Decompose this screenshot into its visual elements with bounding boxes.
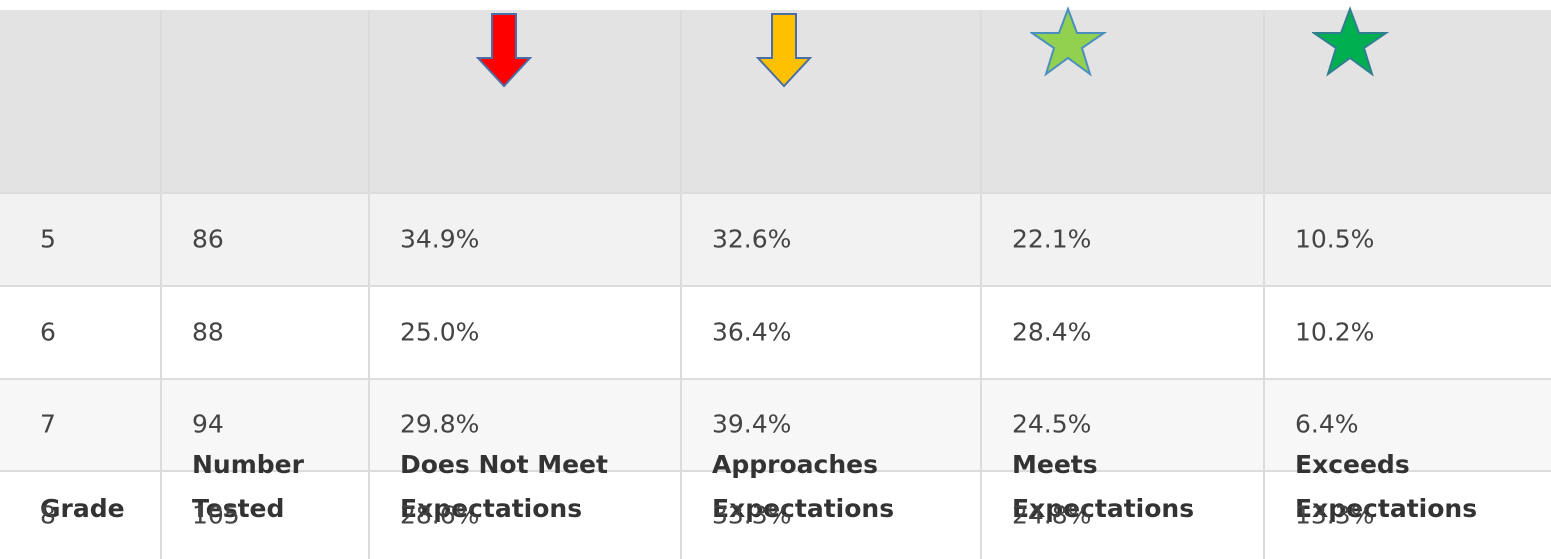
table-cell: 24.5%: [1012, 409, 1092, 439]
table-row: [0, 470, 1551, 559]
table-cell: 29.8%: [400, 409, 480, 439]
table-cell: 32.6%: [712, 224, 792, 253]
table-cell: 34.9%: [400, 224, 480, 253]
table-cell: 88: [192, 317, 224, 346]
light-green-star: [1030, 6, 1108, 77]
column-divider: [980, 10, 982, 559]
table-cell: 10.2%: [1295, 317, 1375, 346]
table-row: [0, 285, 1551, 378]
table-cell: 25.0%: [400, 317, 480, 346]
table-cell: 94: [192, 409, 224, 439]
header-cell: Does Not Meet Expectations: [400, 450, 608, 523]
red-arrow: [476, 13, 533, 88]
column-divider: [1263, 10, 1265, 559]
table-cell: 105: [192, 500, 240, 529]
table-cell: 86: [192, 224, 224, 253]
table-cell: 8: [40, 500, 56, 529]
table-row: [0, 192, 1551, 285]
table-cell: 39.4%: [712, 409, 792, 439]
header-cell: Grade: [40, 494, 125, 523]
dark-green-star: [1312, 6, 1390, 77]
orange-arrow: [756, 13, 813, 88]
table-cell: 5: [40, 224, 56, 253]
column-divider: [680, 10, 682, 559]
header-cell: Exceeds Expectations: [1295, 450, 1478, 523]
table-cell: 36.4%: [712, 317, 792, 346]
column-divider: [368, 10, 370, 559]
table-cell: 28.4%: [1012, 317, 1092, 346]
table-cell: 33.3%: [712, 500, 792, 529]
header-cell: Number Tested: [192, 450, 304, 523]
table-cell: 10.5%: [1295, 224, 1375, 253]
column-divider: [160, 10, 162, 559]
table-cell: 13.3%: [1295, 500, 1375, 529]
table-cell: 28.6%: [400, 500, 480, 529]
table-cell: 7: [40, 409, 56, 439]
header-cell: Meets Expectations: [1012, 450, 1195, 523]
table-cell: 6: [40, 317, 56, 346]
table-cell: 22.1%: [1012, 224, 1092, 253]
table-cell: 24.8%: [1012, 500, 1092, 529]
table-row: [0, 378, 1551, 470]
table-cell: 6.4%: [1295, 409, 1359, 439]
header-cell: Approaches Expectations: [712, 450, 895, 523]
